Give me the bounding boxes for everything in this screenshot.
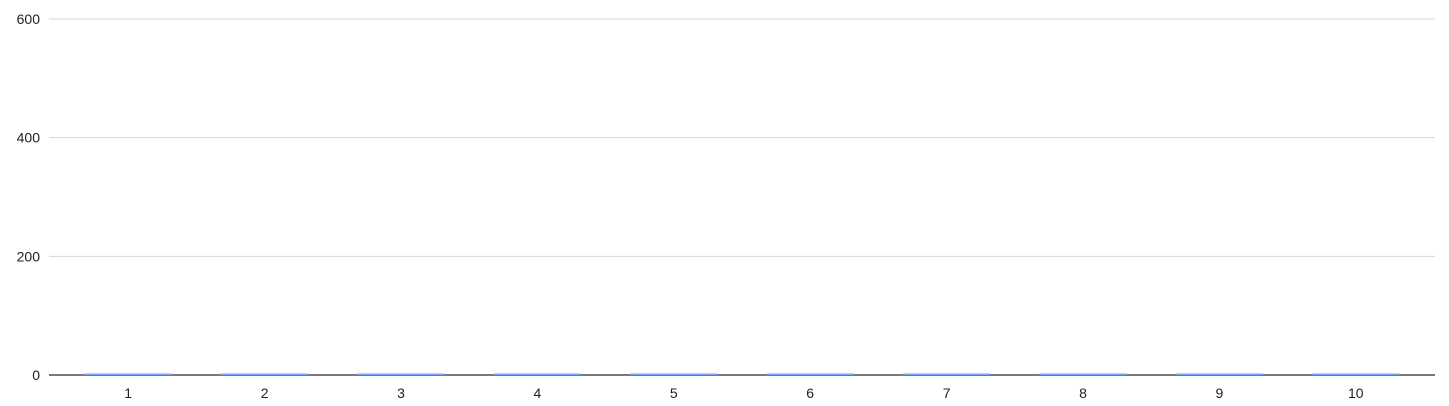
x-tick-label-9: 9 [1216, 385, 1224, 401]
x-tick-label-5: 5 [670, 385, 678, 401]
bar-2 [220, 373, 309, 375]
x-tick-label-2: 2 [261, 385, 269, 401]
x-tick-label-4: 4 [534, 385, 542, 401]
bar-5 [630, 373, 718, 375]
x-tick-label-7: 7 [943, 385, 951, 401]
y-tick-label-600: 600 [17, 11, 41, 27]
y-tick-label-200: 200 [17, 248, 41, 264]
y-tick-label-0: 0 [32, 367, 40, 383]
bar-9 [1175, 373, 1264, 375]
x-tick-label-1: 1 [124, 385, 132, 401]
gridlines [49, 18, 1435, 376]
bar-4 [493, 373, 582, 375]
x-tick-label-6: 6 [806, 385, 814, 401]
bar-3 [357, 373, 445, 375]
x-tick-label-8: 8 [1079, 385, 1087, 401]
bars [84, 373, 1400, 375]
axes: 0 200 400 600 1 2 3 4 5 6 7 8 9 10 [17, 11, 1364, 401]
bar-7 [902, 373, 991, 375]
bar-1 [84, 373, 172, 375]
x-tick-label-10: 10 [1348, 385, 1364, 401]
x-tick-label-3: 3 [397, 385, 405, 401]
y-tick-label-400: 400 [17, 130, 41, 146]
bar-10 [1312, 373, 1400, 375]
bar-8 [1039, 373, 1127, 375]
bar-6 [766, 373, 854, 375]
